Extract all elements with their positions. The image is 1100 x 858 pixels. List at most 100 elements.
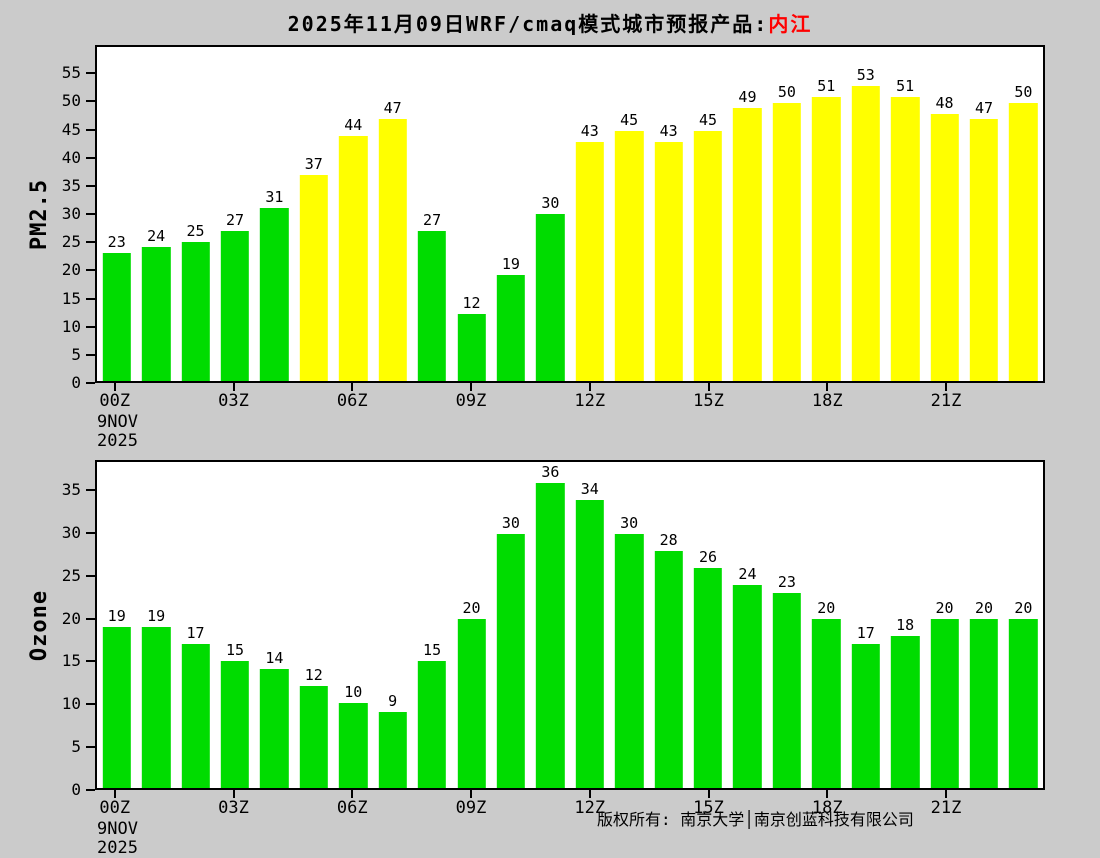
bar <box>575 141 604 381</box>
bar-value-label: 12 <box>304 666 323 685</box>
bar-value-label: 27 <box>423 210 442 229</box>
bar-value-label: 26 <box>699 547 718 566</box>
bar-value-label: 24 <box>147 227 166 246</box>
y-tick-label: 35 <box>61 175 81 195</box>
bar-value-label: 36 <box>541 463 560 482</box>
bar-slot: 43 <box>649 47 688 381</box>
bar <box>693 567 723 788</box>
bar-slot: 37 <box>294 47 333 381</box>
bar-value-label: 53 <box>856 65 875 84</box>
bar-value-label: 19 <box>501 255 520 274</box>
bar-slot: 50 <box>1004 47 1043 381</box>
bar-value-label: 50 <box>1014 82 1033 101</box>
bar-value-label: 31 <box>265 188 284 207</box>
bar-value-label: 20 <box>974 598 994 617</box>
bar-value-label: 19 <box>107 607 126 626</box>
bar-slot: 20 <box>1004 462 1043 788</box>
bar-slot: 27 <box>215 47 254 381</box>
bar-value-label: 19 <box>147 607 166 626</box>
bar-slot: 20 <box>452 462 491 788</box>
bar <box>969 618 999 788</box>
y-tick-label: 0 <box>71 780 81 799</box>
x-tick-label: 12Z <box>574 391 606 411</box>
bar-slot: 19 <box>136 462 175 788</box>
x-tick-label: 00Z <box>99 391 131 411</box>
bar-slot: 19 <box>491 47 530 381</box>
y-tick-mark <box>86 382 95 384</box>
bar <box>733 108 762 381</box>
x-tick-mark <box>588 790 591 798</box>
bar <box>812 97 841 381</box>
x-tick-label: 06Z <box>336 391 368 411</box>
bar <box>181 241 210 381</box>
bar <box>102 627 131 788</box>
bar-value-label: 30 <box>501 513 520 532</box>
y-tick-mark <box>86 156 95 159</box>
bar-value-label: 20 <box>817 598 836 617</box>
bar-slot: 27 <box>412 47 451 381</box>
bar-slot: 31 <box>255 47 294 381</box>
bar-value-label: 43 <box>580 121 599 140</box>
y-tick-label: 20 <box>61 608 81 628</box>
ozone-axis-label: Ozone <box>23 460 57 790</box>
y-tick-mark <box>86 531 95 534</box>
y-tick-label: 30 <box>61 522 81 542</box>
x-tick-mark <box>945 790 948 798</box>
bar-slot: 36 <box>531 462 570 788</box>
y-tick-label: 20 <box>61 260 81 280</box>
bar <box>141 627 171 788</box>
bar-slot: 9 <box>373 462 412 788</box>
bar-value-label: 20 <box>935 598 954 617</box>
pm25-axis-label-text: PM2.5 <box>27 178 53 250</box>
bar-slot: 14 <box>255 462 294 788</box>
x-tick-label: 15Z <box>693 798 724 818</box>
bar-value-label: 47 <box>974 99 994 118</box>
bar <box>969 119 999 381</box>
y-tick-label: 35 <box>61 480 81 499</box>
bar-value-label: 12 <box>462 294 481 313</box>
y-tick-mark <box>86 489 95 491</box>
bar <box>378 711 407 788</box>
bar-slot: 20 <box>964 462 1003 788</box>
bar <box>890 635 920 788</box>
bar-slot: 43 <box>570 47 609 381</box>
bar-value-label: 51 <box>817 77 836 96</box>
bar-slot: 47 <box>373 47 412 381</box>
bar-slot: 19 <box>97 462 136 788</box>
bar-value-label: 25 <box>186 221 205 240</box>
bar <box>141 247 171 381</box>
y-tick-mark <box>86 574 95 577</box>
bar-value-label: 45 <box>620 110 639 129</box>
bar-value-label: 23 <box>777 573 796 592</box>
bar-value-label: 28 <box>659 530 678 549</box>
x-tick-label: 21Z <box>930 391 962 411</box>
bar <box>220 661 250 788</box>
y-tick-label: 10 <box>61 694 81 714</box>
bar-slot: 12 <box>452 47 491 381</box>
date-line-1: 9NOV <box>97 819 138 839</box>
bar <box>457 618 486 788</box>
bar-value-label: 17 <box>856 624 875 643</box>
x-tick-label: 09Z <box>455 391 487 411</box>
x-tick-label: 12Z <box>574 798 606 818</box>
x-tick-label: 18Z <box>811 391 843 411</box>
x-tick-mark <box>707 790 710 798</box>
bar <box>1009 618 1038 788</box>
bar-slot: 17 <box>176 462 215 788</box>
bar-value-label: 17 <box>186 624 205 643</box>
bar-value-label: 37 <box>304 155 323 174</box>
bar-value-label: 27 <box>225 210 244 229</box>
x-tick-mark <box>113 383 116 391</box>
page-title: 2025年11月09日WRF/cmaq模式城市预报产品:内江 <box>0 8 1100 37</box>
y-tick-mark <box>86 100 95 103</box>
bar-slot: 45 <box>609 47 648 381</box>
bar-value-label: 20 <box>462 598 481 617</box>
date-line-1: 9NOV <box>97 412 138 432</box>
y-tick-mark <box>86 297 95 300</box>
x-tick-mark <box>470 790 473 798</box>
bar <box>1009 102 1038 381</box>
y-tick-mark <box>86 241 95 244</box>
bar-slot: 15 <box>412 462 451 788</box>
x-tick-label: 03Z <box>218 391 249 411</box>
bar <box>496 275 526 381</box>
